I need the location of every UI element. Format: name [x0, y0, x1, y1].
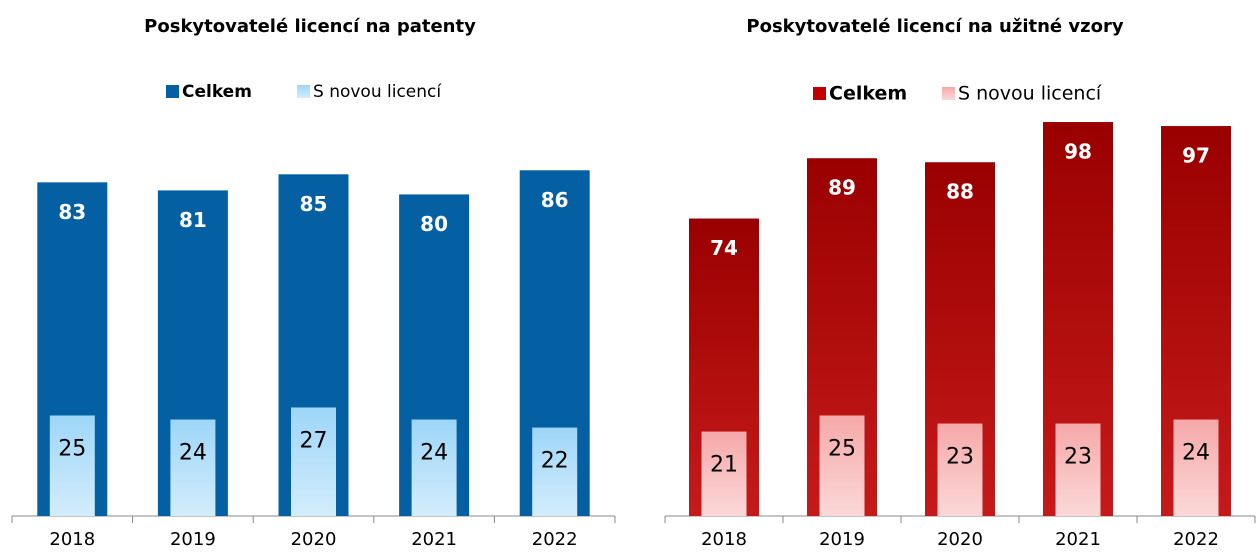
legend-label: Celkem — [182, 82, 252, 102]
value-label: 80 — [420, 212, 448, 236]
inner-value-label: 22 — [541, 449, 569, 474]
inner-value-label: 21 — [710, 453, 738, 478]
x-tick-label: 2022 — [532, 529, 578, 550]
legend-swatch — [942, 87, 955, 100]
legend-label: S novou licencí — [313, 82, 442, 102]
value-label: 97 — [1182, 144, 1210, 168]
bar — [411, 419, 457, 516]
inner-value-label: 24 — [420, 441, 448, 466]
inner-value-label: 24 — [179, 441, 207, 466]
bar — [1173, 419, 1219, 516]
inner-value-label: 24 — [1182, 441, 1210, 466]
x-tick-label: 2019 — [170, 529, 216, 550]
x-tick-label: 2021 — [1055, 529, 1101, 550]
value-label: 81 — [179, 208, 207, 232]
legend-swatch — [297, 85, 310, 98]
inner-value-label: 25 — [58, 437, 86, 462]
x-tick-label: 2021 — [411, 529, 457, 550]
chart-title: Poskytovatelé licencí na užitné vzory — [746, 16, 1123, 37]
bar — [819, 415, 865, 516]
value-label: 89 — [828, 176, 856, 200]
inner-value-label: 23 — [946, 445, 974, 470]
x-tick-label: 2018 — [701, 529, 747, 550]
x-tick-label: 2018 — [49, 529, 95, 550]
legend-swatch — [166, 85, 179, 98]
inner-value-label: 25 — [828, 437, 856, 462]
value-label: 86 — [541, 188, 569, 212]
bar — [701, 431, 747, 516]
value-label: 74 — [710, 236, 738, 260]
value-label: 88 — [946, 180, 974, 204]
value-label: 85 — [300, 192, 328, 216]
value-label: 98 — [1064, 140, 1092, 164]
inner-value-label: 23 — [1064, 445, 1092, 470]
legend-label: Celkem — [829, 83, 907, 105]
bar — [170, 419, 216, 516]
bar — [937, 423, 983, 516]
value-label: 83 — [58, 200, 86, 224]
x-tick-label: 2022 — [1173, 529, 1219, 550]
legend-swatch — [813, 87, 826, 100]
inner-value-label: 27 — [300, 428, 328, 453]
chart-title: Poskytovatelé licencí na patenty — [144, 16, 476, 37]
x-tick-label: 2020 — [937, 529, 983, 550]
bar — [49, 415, 95, 516]
bar — [532, 427, 578, 516]
bar — [291, 407, 336, 516]
x-tick-label: 2019 — [819, 529, 865, 550]
x-tick-label: 2020 — [291, 529, 337, 550]
legend-label: S novou licencí — [958, 83, 1102, 105]
bar — [1055, 423, 1101, 516]
